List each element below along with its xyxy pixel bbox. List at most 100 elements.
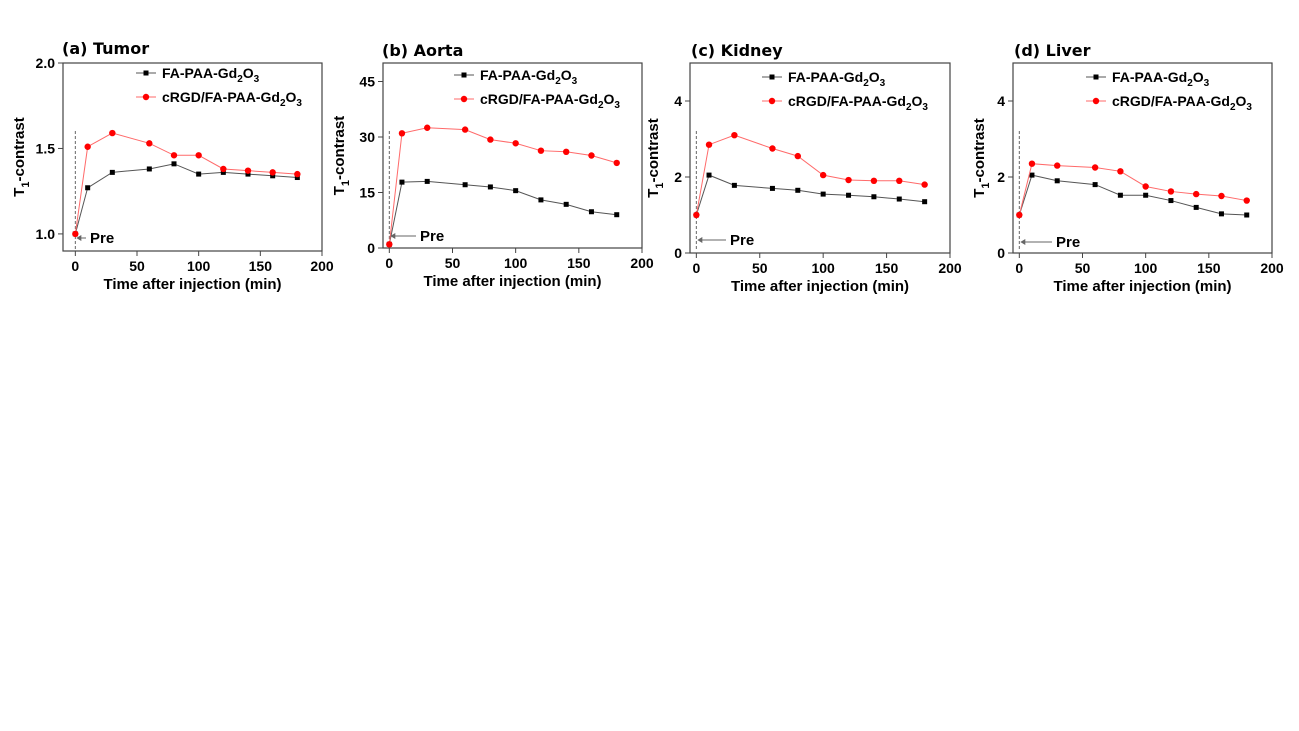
y-axis-label-rest: -contrast <box>11 117 28 181</box>
legend-marker-square <box>769 74 775 80</box>
x-tick-label: 150 <box>875 260 899 276</box>
data-point-circle <box>921 181 928 188</box>
y-tick-label: 4 <box>997 93 1005 109</box>
legend-label: cRGD/FA-PAA-Gd2O3 <box>162 89 302 109</box>
legend-label-mid: O <box>561 67 572 83</box>
y-axis-label-main: T <box>645 189 662 198</box>
data-point-square <box>769 185 775 191</box>
legend-label-sub2: 3 <box>254 74 260 85</box>
data-point-circle <box>845 176 852 184</box>
legend-label-sub2: 3 <box>296 98 302 109</box>
x-tick-label: 0 <box>71 258 79 274</box>
y-tick-label: 1.0 <box>36 226 56 242</box>
data-point-circle <box>562 148 570 155</box>
data-point-circle <box>170 152 178 159</box>
legend-label-mid: O <box>869 69 880 85</box>
data-point-circle <box>398 130 406 137</box>
data-point-square <box>731 182 737 188</box>
legend-label-main: FA-PAA-Gd <box>788 69 863 85</box>
y-tick-label: 2.0 <box>36 55 56 71</box>
legend-marker-circle <box>768 97 776 105</box>
data-point-square <box>1168 198 1174 204</box>
data-point-circle <box>769 145 776 152</box>
x-tick-label: 100 <box>811 260 835 276</box>
legend-label-mid: O <box>243 65 254 81</box>
y-axis-label-main: T <box>331 186 348 195</box>
data-point-square <box>399 179 405 185</box>
pre-annotation: Pre <box>90 230 114 247</box>
x-tick-label: 150 <box>567 255 591 271</box>
legend-label-main: FA-PAA-Gd <box>1112 69 1187 85</box>
legend-marker-circle <box>142 93 150 101</box>
legend-label-main: cRGD/FA-PAA-Gd <box>162 89 280 105</box>
legend-label-main: FA-PAA-Gd <box>162 65 237 81</box>
legend-label-sub: 2 <box>555 76 561 87</box>
data-point-circle <box>487 136 494 143</box>
x-axis-label: Time after injection (min) <box>103 276 281 293</box>
legend-label-mid: O <box>912 93 923 109</box>
data-point-circle <box>294 170 301 178</box>
data-point-square <box>922 199 928 205</box>
data-point-circle <box>109 129 116 137</box>
data-point-circle <box>870 177 878 184</box>
data-point-circle <box>537 147 545 154</box>
data-point-square <box>1029 172 1035 178</box>
legend-label-sub2: 3 <box>572 76 578 87</box>
x-tick-label: 200 <box>938 260 962 276</box>
x-tick-label: 0 <box>385 255 393 271</box>
x-tick-label: 150 <box>249 258 273 274</box>
legend-label-sub: 2 <box>906 102 912 113</box>
series-line-2 <box>388 127 617 245</box>
y-axis-label-rest: -contrast <box>331 116 348 180</box>
x-axis-label: Time after injection (min) <box>1053 278 1231 295</box>
data-point-circle <box>146 140 153 147</box>
legend-marker-circle <box>1092 97 1100 105</box>
pre-arrow-head <box>697 237 703 243</box>
plot-frame <box>382 62 643 249</box>
x-axis-label: Time after injection (min) <box>731 278 909 295</box>
data-point-square <box>109 169 115 175</box>
legend-label: cRGD/FA-PAA-Gd2O3 <box>480 91 620 111</box>
data-point-circle <box>1016 211 1023 219</box>
legend-marker-square <box>1093 74 1099 80</box>
data-point-square <box>871 194 877 200</box>
data-point-circle <box>424 124 431 131</box>
series-line-1 <box>1018 174 1247 216</box>
data-point-square <box>245 171 251 177</box>
data-point-circle <box>84 143 91 150</box>
y-axis-label-rest: -contrast <box>971 118 988 182</box>
legend-label: cRGD/FA-PAA-Gd2O3 <box>1112 93 1252 113</box>
data-point-circle <box>1028 160 1036 167</box>
y-axis-label-rest: -contrast <box>645 118 662 182</box>
pre-annotation: Pre <box>420 228 444 245</box>
y-tick-label: 0 <box>367 240 375 256</box>
legend-label: cRGD/FA-PAA-Gd2O3 <box>788 93 928 113</box>
data-point-square <box>220 169 226 175</box>
y-tick-label: 30 <box>359 129 375 145</box>
legend-label-mid: O <box>604 91 615 107</box>
data-point-circle <box>693 211 700 219</box>
legend-label-sub2: 3 <box>614 100 620 111</box>
data-point-square <box>588 209 594 215</box>
chart-title: (b) Aorta <box>382 41 463 60</box>
data-point-circle <box>1192 190 1200 198</box>
data-point-square <box>85 185 91 191</box>
data-point-square <box>795 187 801 193</box>
data-point-square <box>146 166 152 172</box>
legend-label-main: cRGD/FA-PAA-Gd <box>1112 93 1230 109</box>
data-point-square <box>846 192 852 198</box>
legend-label-sub2: 3 <box>1246 102 1252 113</box>
data-point-circle <box>244 167 252 174</box>
x-tick-label: 50 <box>129 258 145 274</box>
data-point-circle <box>1218 192 1225 200</box>
y-tick-label: 1.5 <box>36 140 56 156</box>
legend-label-main: cRGD/FA-PAA-Gd <box>480 91 598 107</box>
data-point-square <box>538 197 544 203</box>
legend-label-mid: O <box>1236 93 1247 109</box>
data-point-circle <box>461 126 469 133</box>
legend-marker-square <box>143 70 149 76</box>
legend-marker-square <box>461 72 467 78</box>
data-point-square <box>1193 204 1199 210</box>
series-line-2 <box>74 132 298 234</box>
chart-title: (d) Liver <box>1014 41 1091 60</box>
